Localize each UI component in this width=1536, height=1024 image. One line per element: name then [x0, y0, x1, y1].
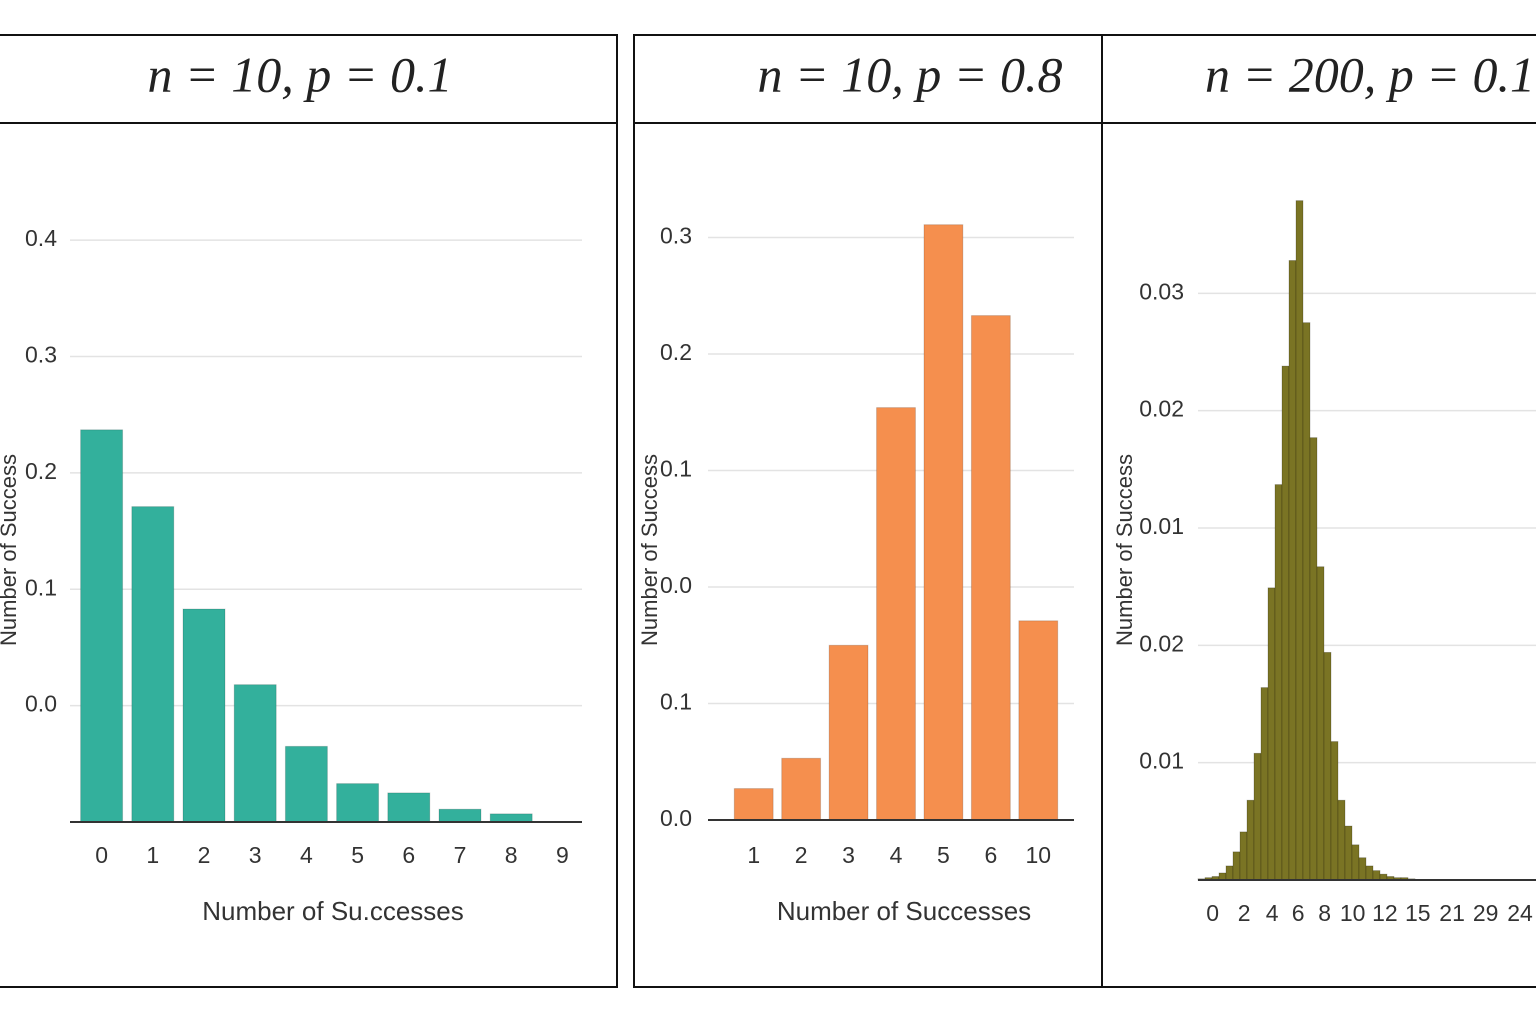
bar — [1316, 566, 1325, 881]
bar — [1288, 260, 1297, 881]
x-tick-label: 6 — [402, 842, 415, 868]
y-tick-label: 0.0 — [25, 691, 57, 717]
x-tick-label: 8 — [1318, 900, 1331, 926]
bar — [1281, 365, 1290, 881]
x-axis-title: Number of Su.ccesses — [202, 896, 464, 926]
bar — [1337, 799, 1346, 881]
bar — [182, 608, 226, 823]
bar — [1218, 872, 1227, 881]
x-tick-label: 15 — [1405, 900, 1431, 926]
y-tick-label: 0.1 — [660, 689, 692, 715]
bar — [1274, 484, 1283, 881]
x-tick-label: 1 — [747, 842, 760, 868]
x-tick-label: 3 — [842, 842, 855, 868]
bar — [1330, 741, 1339, 881]
panel-frame — [0, 34, 618, 988]
bar — [284, 745, 328, 823]
y-axis-title: Number of Success — [0, 454, 21, 646]
y-tick-label: 0.02 — [1139, 630, 1184, 656]
x-tick-label: 21 — [1439, 900, 1465, 926]
bar — [970, 315, 1011, 821]
x-tick-label: 8 — [505, 842, 518, 868]
x-tick-label: 3 — [249, 842, 262, 868]
x-tick-label: 2 — [1238, 900, 1251, 926]
y-axis-title: Number of Success — [637, 454, 662, 646]
x-tick-label: 4 — [300, 842, 313, 868]
bar — [387, 792, 431, 823]
bar — [80, 429, 124, 823]
x-tick-label: 2 — [198, 842, 211, 868]
bar — [1225, 865, 1234, 881]
y-tick-label: 0.0 — [660, 572, 692, 598]
bar — [1351, 844, 1360, 881]
y-tick-label: 0.3 — [660, 223, 692, 249]
panel-title: n = 200, p = 0.1 — [1205, 46, 1535, 102]
x-tick-label: 29 — [1473, 900, 1499, 926]
y-tick-label: 0.3 — [25, 342, 57, 368]
bar — [1372, 870, 1381, 881]
bar — [1232, 851, 1241, 881]
y-axis-title: Number of Success — [1112, 454, 1137, 646]
bar — [489, 813, 533, 823]
bar — [876, 407, 916, 821]
y-tick-label: 0.01 — [1139, 513, 1184, 539]
y-tick-label: 0.02 — [1139, 396, 1184, 422]
x-tick-label: 0 — [95, 842, 108, 868]
y-tick-label: 0.2 — [660, 339, 692, 365]
bar — [1295, 200, 1304, 881]
bar — [1358, 857, 1367, 881]
bar — [1253, 752, 1262, 881]
x-tick-label: 5 — [351, 842, 364, 868]
bar — [131, 506, 175, 823]
x-axis-title: Number of Successes — [777, 896, 1031, 926]
bar — [1267, 587, 1276, 881]
x-tick-label: 1 — [146, 842, 159, 868]
y-tick-label: 0.1 — [660, 456, 692, 482]
bar — [1246, 799, 1255, 881]
panel-frames — [0, 34, 1536, 988]
panel-frame — [633, 34, 1536, 988]
x-tick-label: 0 — [1206, 900, 1219, 926]
x-tick-label: 10 — [1340, 900, 1366, 926]
y-tick-label: 0.2 — [25, 458, 57, 484]
bar — [1309, 437, 1318, 881]
x-tick-label: 2 — [795, 842, 808, 868]
bar — [438, 808, 482, 823]
x-tick-label: 4 — [890, 842, 903, 868]
y-tick-label: 0.4 — [25, 225, 57, 251]
x-tick-label: 7 — [454, 842, 467, 868]
bar — [233, 684, 277, 823]
x-tick-label: 6 — [1292, 900, 1305, 926]
y-tick-label: 0.03 — [1139, 278, 1184, 304]
bar — [1344, 825, 1353, 881]
bar — [1018, 620, 1059, 821]
bar — [1323, 651, 1332, 881]
bar — [923, 224, 964, 821]
panel-title: n = 10, p = 0.8 — [758, 46, 1063, 102]
bar — [828, 644, 869, 821]
y-tick-label: 0.1 — [25, 574, 57, 600]
x-tick-label: 5 — [937, 842, 950, 868]
x-tick-label: 4 — [1266, 900, 1279, 926]
y-tick-label: 0.0 — [660, 805, 692, 831]
bar — [1302, 322, 1311, 881]
bar — [336, 783, 380, 823]
bar — [733, 788, 774, 821]
bar — [1365, 865, 1374, 881]
panel-title: n = 10, p = 0.1 — [148, 46, 453, 102]
x-tick-label: 6 — [984, 842, 997, 868]
x-tick-label: 10 — [1025, 842, 1051, 868]
bar — [1239, 831, 1248, 881]
bar — [1260, 687, 1269, 881]
bar — [781, 757, 822, 821]
x-tick-label: 9 — [556, 842, 569, 868]
y-tick-label: 0.01 — [1139, 748, 1184, 774]
x-tick-label: 12 — [1372, 900, 1398, 926]
x-tick-label: 24 — [1507, 900, 1533, 926]
